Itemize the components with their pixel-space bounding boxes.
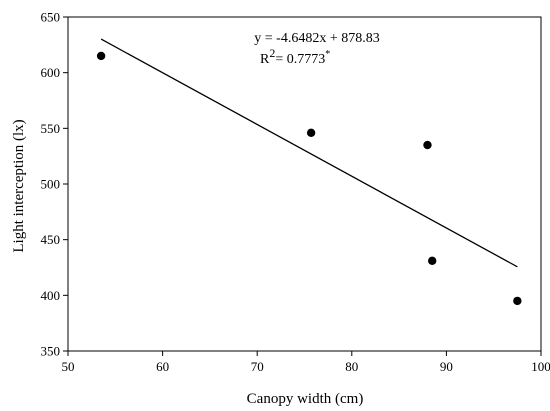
plot-marks	[96, 38, 522, 306]
y-axis-ticks: 350 400 450 500 550 600 650	[41, 10, 68, 359]
y-axis-title: Light interception (lx)	[11, 119, 27, 252]
regression-equation: y = -4.6482x + 878.83	[254, 31, 379, 46]
plot-axes	[67, 16, 542, 352]
x-tick-label: 80	[345, 359, 358, 374]
x-tick-label: 90	[440, 359, 453, 374]
data-point	[428, 256, 437, 266]
y-tick-label: 350	[41, 344, 61, 359]
data-point	[306, 128, 316, 137]
r2-prefix: R	[260, 52, 270, 67]
x-tick-label: 60	[156, 359, 169, 374]
y-tick-label: 650	[41, 10, 61, 25]
y-tick-label: 600	[41, 65, 61, 80]
y-tick-label: 550	[41, 121, 61, 136]
x-tick-label: 70	[251, 359, 264, 374]
plot-frame	[67, 16, 542, 352]
x-tick-label: 50	[62, 359, 75, 374]
data-point	[513, 296, 522, 306]
y-tick-label: 500	[41, 177, 61, 192]
regression-line	[100, 38, 518, 268]
x-tick-label: 100	[531, 359, 550, 374]
r2-value: = 0.7773	[275, 52, 325, 67]
data-point	[96, 51, 106, 61]
r-squared-label: R2= 0.7773*	[260, 46, 330, 67]
y-tick-label: 450	[41, 232, 61, 247]
y-tick-label: 400	[41, 288, 61, 303]
x-axis-ticks: 50 60 70 80 90 100	[62, 351, 550, 374]
r2-exponent: 2	[269, 46, 275, 60]
x-axis-title: Canopy width (cm)	[247, 391, 364, 407]
r2-significance-mark: *	[325, 49, 330, 60]
data-point	[423, 140, 432, 150]
